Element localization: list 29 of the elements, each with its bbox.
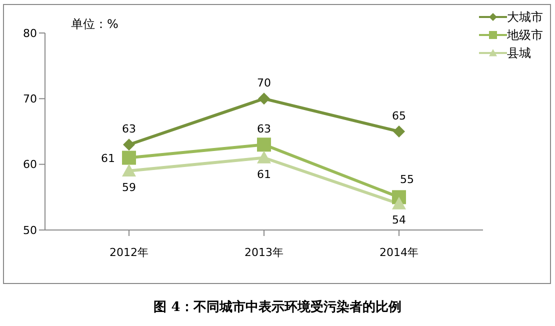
point [257, 150, 271, 164]
text: 图 4：不同城市中表示环境受污染者的比例 [152, 298, 402, 316]
y-tick-label: 60 [23, 158, 37, 172]
data-label: 59 [122, 180, 136, 194]
legend-label: 县城 [507, 44, 531, 62]
point [392, 196, 406, 210]
y-tick-label: 70 [23, 92, 37, 106]
point [122, 164, 136, 176]
data-label: 65 [392, 110, 406, 122]
data-label: 61 [257, 168, 271, 181]
y-tick-label: 50 [23, 224, 37, 237]
data-label: 54 [392, 214, 406, 227]
point [123, 138, 135, 151]
y-tick-label: 80 [23, 26, 37, 40]
legend-label: 大城市 [507, 8, 543, 26]
point [393, 126, 405, 138]
data-label: 63 [122, 122, 136, 136]
x-tick-label: 2014年 [380, 246, 418, 259]
data-label: 55 [400, 173, 414, 186]
point [257, 138, 271, 152]
point [122, 150, 136, 165]
point [258, 92, 270, 105]
data-label: 61 [101, 152, 115, 165]
data-label: 70 [257, 76, 271, 90]
x-tick-label: 2013年 [244, 246, 284, 259]
data-label: 63 [257, 122, 271, 136]
y-axis-title: 单位：% [71, 17, 118, 31]
legend-label: 地级市 [507, 26, 543, 44]
x-tick-label: 2012年 [110, 246, 148, 259]
